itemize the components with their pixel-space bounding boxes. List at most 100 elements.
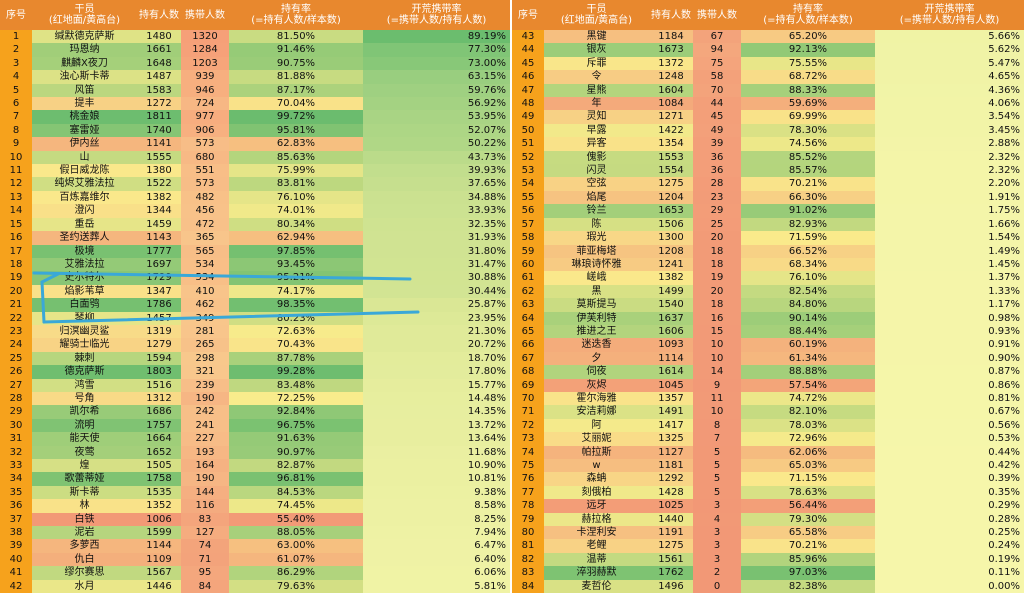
carry-rate[interactable]: 1.54%	[875, 231, 1024, 245]
row-index[interactable]: 79	[512, 512, 544, 527]
operator-name[interactable]: 纯烬艾雅法拉	[32, 177, 137, 191]
owner-count[interactable]: 1417	[649, 418, 693, 433]
row-index[interactable]: 1	[0, 30, 32, 44]
operator-name[interactable]: 桃金娘	[32, 110, 137, 124]
own-rate[interactable]: 82.38%	[741, 579, 875, 594]
operator-name[interactable]: 刻俄柏	[544, 485, 649, 500]
own-rate[interactable]: 76.10%	[229, 190, 363, 205]
operator-name[interactable]: 塞雷娅	[32, 123, 137, 138]
row-index[interactable]: 21	[0, 298, 32, 312]
owner-count[interactable]: 1496	[649, 579, 693, 594]
row-index[interactable]: 58	[512, 231, 544, 245]
carry-rate[interactable]: 0.35%	[875, 485, 1024, 500]
row-index[interactable]: 8	[0, 123, 32, 138]
carry-rate[interactable]: 0.98%	[875, 311, 1024, 325]
operator-name[interactable]: 歌蕾蒂娅	[32, 472, 137, 486]
owner-count[interactable]: 1811	[137, 110, 181, 124]
owner-count[interactable]: 1271	[649, 110, 693, 124]
row-index[interactable]: 60	[512, 257, 544, 272]
carrier-count[interactable]: 190	[181, 391, 229, 406]
carrier-count[interactable]: 23	[693, 190, 741, 205]
carry-rate[interactable]: 25.87%	[363, 298, 510, 312]
owner-count[interactable]: 1664	[137, 432, 181, 446]
carry-rate[interactable]: 1.49%	[875, 244, 1024, 258]
carry-rate[interactable]: 4.06%	[875, 97, 1024, 111]
owner-count[interactable]: 1561	[649, 552, 693, 567]
carrier-count[interactable]: 5	[693, 485, 741, 500]
own-rate[interactable]: 81.88%	[229, 70, 363, 84]
owner-count[interactable]: 1522	[137, 177, 181, 191]
owner-count[interactable]: 1614	[649, 365, 693, 379]
carrier-count[interactable]: 84	[181, 579, 229, 594]
own-rate[interactable]: 78.30%	[741, 123, 875, 138]
header-own-rate[interactable]: 持有率 (=持有人数/样本数)	[229, 0, 363, 30]
row-index[interactable]: 57	[512, 217, 544, 232]
own-rate[interactable]: 97.85%	[229, 244, 363, 258]
carrier-count[interactable]: 242	[181, 405, 229, 419]
row-index[interactable]: 80	[512, 526, 544, 540]
carrier-count[interactable]: 15	[693, 324, 741, 339]
row-index[interactable]: 47	[512, 83, 544, 98]
own-rate[interactable]: 85.63%	[229, 150, 363, 165]
carry-rate[interactable]: 2.20%	[875, 177, 1024, 191]
carrier-count[interactable]: 573	[181, 177, 229, 191]
carry-rate[interactable]: 0.25%	[875, 526, 1024, 540]
carrier-count[interactable]: 16	[693, 311, 741, 325]
carrier-count[interactable]: 127	[181, 526, 229, 540]
operator-name[interactable]: 林	[32, 499, 137, 513]
carrier-count[interactable]: 906	[181, 123, 229, 138]
carry-rate[interactable]: 13.64%	[363, 432, 510, 446]
carry-rate[interactable]: 53.95%	[363, 110, 510, 124]
own-rate[interactable]: 79.63%	[229, 579, 363, 594]
own-rate[interactable]: 93.45%	[229, 257, 363, 272]
carrier-count[interactable]: 1284	[181, 43, 229, 57]
carrier-count[interactable]: 365	[181, 231, 229, 245]
carrier-count[interactable]: 977	[181, 110, 229, 124]
carrier-count[interactable]: 5	[693, 459, 741, 473]
carry-rate[interactable]: 77.30%	[363, 43, 510, 57]
operator-name[interactable]: 嵯峨	[544, 271, 649, 285]
row-index[interactable]: 20	[0, 284, 32, 299]
own-rate[interactable]: 60.19%	[741, 338, 875, 352]
own-rate[interactable]: 90.14%	[741, 311, 875, 325]
row-index[interactable]: 6	[0, 97, 32, 111]
carry-rate[interactable]: 10.81%	[363, 472, 510, 486]
owner-count[interactable]: 1697	[137, 257, 181, 272]
row-index[interactable]: 2	[0, 43, 32, 57]
owner-count[interactable]: 1758	[137, 472, 181, 486]
carry-rate[interactable]: 56.92%	[363, 97, 510, 111]
own-rate[interactable]: 66.30%	[741, 190, 875, 205]
own-rate[interactable]: 99.28%	[229, 365, 363, 379]
operator-name[interactable]: 仇白	[32, 552, 137, 567]
own-rate[interactable]: 69.99%	[741, 110, 875, 124]
owner-count[interactable]: 1181	[649, 459, 693, 473]
own-rate[interactable]: 82.93%	[741, 217, 875, 232]
row-index[interactable]: 15	[0, 217, 32, 232]
carrier-count[interactable]: 25	[693, 217, 741, 232]
operator-name[interactable]: 夜莺	[32, 445, 137, 459]
operator-name[interactable]: 鸿雪	[32, 378, 137, 392]
operator-name[interactable]: w	[544, 459, 649, 473]
carry-rate[interactable]: 0.44%	[875, 445, 1024, 459]
row-index[interactable]: 46	[512, 70, 544, 84]
owner-count[interactable]: 1652	[137, 445, 181, 459]
owner-count[interactable]: 1093	[649, 338, 693, 352]
row-index[interactable]: 74	[512, 445, 544, 459]
own-rate[interactable]: 99.72%	[229, 110, 363, 124]
own-rate[interactable]: 90.97%	[229, 445, 363, 459]
operator-name[interactable]: 年	[544, 97, 649, 111]
own-rate[interactable]: 87.17%	[229, 83, 363, 98]
own-rate[interactable]: 78.03%	[741, 418, 875, 433]
header-carriers[interactable]: 携带人数	[181, 0, 229, 30]
owner-count[interactable]: 1535	[137, 485, 181, 500]
row-index[interactable]: 82	[512, 552, 544, 567]
operator-name[interactable]: 棘刺	[32, 351, 137, 366]
own-rate[interactable]: 79.30%	[741, 512, 875, 527]
header-carry-rate[interactable]: 开荒携带率 (=携带人数/持有人数)	[875, 0, 1024, 30]
carrier-count[interactable]: 10	[693, 338, 741, 352]
operator-name[interactable]: 霍尔海雅	[544, 391, 649, 406]
owner-count[interactable]: 1325	[649, 432, 693, 446]
operator-name[interactable]: 伊芙利特	[544, 311, 649, 325]
operator-name[interactable]: 琳琅诗怀雅	[544, 257, 649, 272]
row-index[interactable]: 18	[0, 257, 32, 272]
